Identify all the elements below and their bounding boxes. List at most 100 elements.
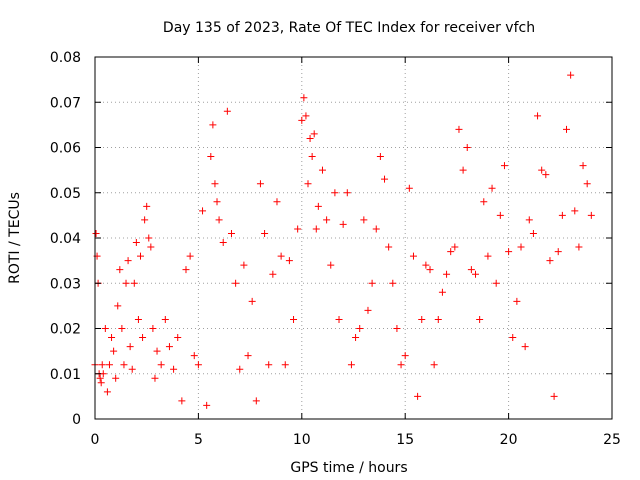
data-point bbox=[310, 130, 318, 138]
data-point bbox=[97, 379, 105, 387]
data-point bbox=[534, 112, 542, 120]
x-axis-title: GPS time / hours bbox=[290, 460, 407, 476]
data-point bbox=[298, 116, 306, 124]
data-point bbox=[306, 134, 314, 142]
data-point bbox=[418, 315, 426, 323]
y-tick-label: 0.03 bbox=[50, 276, 81, 292]
data-point bbox=[505, 248, 513, 256]
data-point bbox=[318, 166, 326, 174]
data-point bbox=[405, 184, 413, 192]
data-point bbox=[409, 252, 417, 260]
data-point bbox=[393, 325, 401, 332]
data-point bbox=[372, 225, 380, 233]
data-point bbox=[426, 266, 434, 274]
data-point bbox=[492, 279, 500, 287]
data-point bbox=[438, 288, 446, 296]
data-point bbox=[182, 266, 190, 274]
data-point bbox=[563, 125, 571, 133]
y-tick-label: 0.08 bbox=[50, 50, 81, 66]
data-point bbox=[199, 207, 207, 215]
data-point bbox=[265, 361, 273, 369]
data-point bbox=[92, 229, 100, 237]
data-point bbox=[368, 279, 376, 287]
data-point bbox=[190, 352, 198, 360]
data-point bbox=[472, 270, 480, 278]
data-point bbox=[587, 211, 595, 219]
data-point bbox=[567, 71, 575, 79]
y-tick-label: 0.02 bbox=[50, 322, 81, 338]
data-point bbox=[149, 325, 157, 332]
data-point bbox=[463, 144, 471, 151]
data-point bbox=[130, 279, 138, 287]
data-point bbox=[327, 261, 335, 269]
data-point bbox=[105, 361, 113, 369]
y-tick-label: 0.01 bbox=[50, 367, 81, 383]
data-point bbox=[174, 334, 182, 342]
data-point bbox=[170, 365, 178, 373]
y-tick-label: 0.06 bbox=[50, 141, 81, 157]
data-point bbox=[215, 216, 223, 224]
data-point bbox=[227, 229, 235, 237]
data-point bbox=[116, 266, 124, 274]
data-point bbox=[583, 180, 591, 188]
data-point bbox=[476, 315, 484, 323]
data-point bbox=[161, 315, 169, 323]
y-tick-label: 0.04 bbox=[50, 231, 81, 247]
data-point bbox=[126, 343, 134, 351]
data-point bbox=[122, 279, 130, 287]
data-point bbox=[550, 392, 558, 400]
data-point bbox=[143, 202, 151, 210]
data-point bbox=[397, 361, 405, 369]
data-point bbox=[277, 252, 285, 260]
data-point bbox=[134, 315, 142, 323]
data-point bbox=[364, 306, 372, 314]
data-point bbox=[244, 352, 252, 360]
data-point bbox=[256, 180, 264, 188]
data-point bbox=[157, 361, 165, 369]
data-point bbox=[302, 112, 310, 120]
data-point bbox=[579, 162, 587, 170]
data-point bbox=[281, 361, 289, 369]
data-point bbox=[141, 216, 149, 224]
data-point bbox=[467, 266, 475, 274]
data-point bbox=[542, 171, 550, 179]
y-tick-label: 0.05 bbox=[50, 186, 81, 202]
data-point bbox=[118, 325, 126, 332]
data-point bbox=[120, 361, 128, 369]
data-point bbox=[128, 365, 136, 373]
data-point bbox=[459, 166, 467, 174]
data-point bbox=[96, 374, 104, 382]
data-point bbox=[343, 189, 351, 197]
data-point bbox=[211, 180, 219, 188]
data-point bbox=[153, 347, 161, 355]
data-point bbox=[103, 388, 111, 396]
data-point bbox=[430, 361, 438, 369]
data-point bbox=[414, 392, 422, 400]
data-point bbox=[422, 261, 430, 269]
x-tick-label: 20 bbox=[500, 432, 518, 448]
data-point bbox=[314, 202, 322, 210]
data-point bbox=[376, 153, 384, 161]
x-tick-label: 5 bbox=[194, 432, 203, 448]
data-point bbox=[114, 302, 122, 310]
data-point bbox=[529, 229, 537, 237]
data-point bbox=[558, 211, 566, 219]
data-point bbox=[331, 189, 339, 197]
data-point bbox=[108, 334, 116, 342]
data-point bbox=[546, 257, 554, 265]
data-point bbox=[304, 180, 312, 188]
data-point bbox=[165, 343, 173, 351]
data-point bbox=[312, 225, 320, 233]
data-point bbox=[110, 347, 118, 355]
data-point bbox=[209, 121, 217, 129]
data-point bbox=[500, 162, 508, 170]
data-point bbox=[273, 198, 281, 206]
data-point bbox=[101, 325, 109, 332]
data-point bbox=[513, 297, 521, 305]
data-point bbox=[352, 334, 360, 342]
data-point bbox=[151, 374, 159, 382]
data-point bbox=[571, 207, 579, 215]
y-tick-label: 0.07 bbox=[50, 95, 81, 111]
